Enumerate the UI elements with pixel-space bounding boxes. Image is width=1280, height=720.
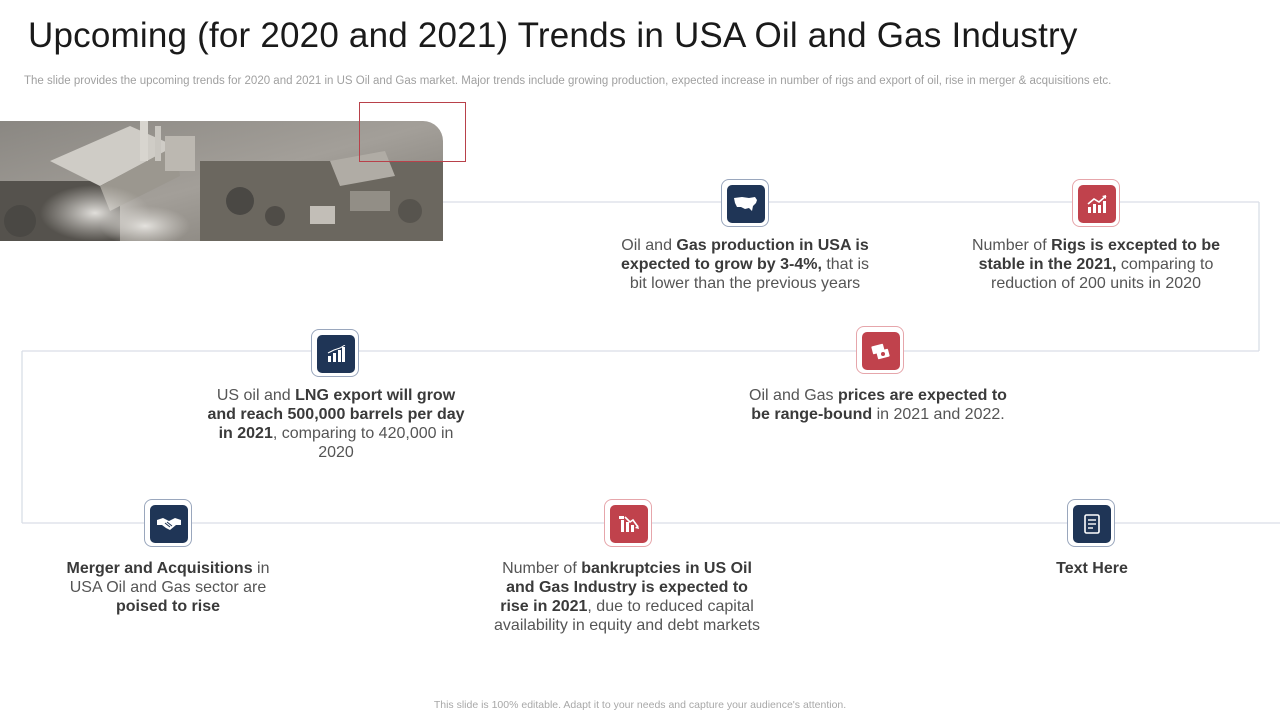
trend-prices-text: Oil and Gas prices are expected to be ra… [748, 386, 1008, 424]
notepad-icon [1067, 499, 1115, 547]
trend-text-run: Text Here [1056, 560, 1128, 577]
trend-text-run: Oil and Gas [749, 387, 838, 404]
slide-title: Upcoming (for 2020 and 2021) Trends in U… [28, 16, 1078, 55]
money-icon [856, 326, 904, 374]
trend-text-run: poised to rise [115, 598, 221, 615]
bar-chart-icon [311, 329, 359, 377]
trend-text-run: , comparing to 420,000 in 2020 [272, 425, 454, 461]
trend-text-run: Oil and [621, 237, 677, 254]
trend-bankruptcy-text: Number of bankruptcies in US Oil and Gas… [492, 559, 762, 635]
trend-text-run: bankruptcies in US Oil and Gas Industry … [500, 560, 752, 615]
trend-text-run: prices are expected to be range-bound [751, 387, 1007, 423]
trend-text-run: in 2021 and 2022. [872, 406, 1005, 423]
usa-map-icon [721, 179, 769, 227]
trend-export-text: US oil and LNG export will grow and reac… [205, 386, 467, 462]
trend-placeholder-text: Text Here [992, 559, 1192, 578]
trend-text-run: Gas production in USA is expected to gro… [620, 237, 869, 273]
industrial-plant-photo [0, 121, 443, 241]
trend-merger-text: Merger and Acquisitions in USA Oil and G… [48, 559, 288, 616]
trend-production-text: Oil and Gas production in USA is expecte… [615, 236, 875, 293]
growth-chart-icon [1072, 179, 1120, 227]
trend-text-run: Number of [971, 237, 1052, 254]
trend-text-run: Merger and Acquisitions [66, 560, 253, 577]
trend-text-run: comparing to reduction of 200 units in 2… [991, 256, 1214, 292]
declining-chart-icon [604, 499, 652, 547]
handshake-icon [144, 499, 192, 547]
slide-subtitle: The slide provides the upcoming trends f… [24, 75, 1112, 87]
trend-text-run: US oil and [216, 387, 296, 404]
trend-text-run: Number of [502, 560, 582, 577]
trend-text-run: in USA Oil and Gas sector are [69, 560, 270, 596]
trend-rigs-text: Number of Rigs is excepted to be stable … [960, 236, 1232, 293]
trend-text-run: LNG export will grow and reach 500,000 b… [207, 387, 465, 442]
selection-frame [359, 102, 466, 162]
trend-text-run: that is bit lower than the previous year… [629, 256, 870, 292]
trend-text-run: Rigs is excepted to be stable in the 202… [978, 237, 1221, 273]
trend-text-run: , due to reduced capital availability in… [494, 598, 760, 634]
footer-note: This slide is 100% editable. Adapt it to… [433, 699, 847, 711]
